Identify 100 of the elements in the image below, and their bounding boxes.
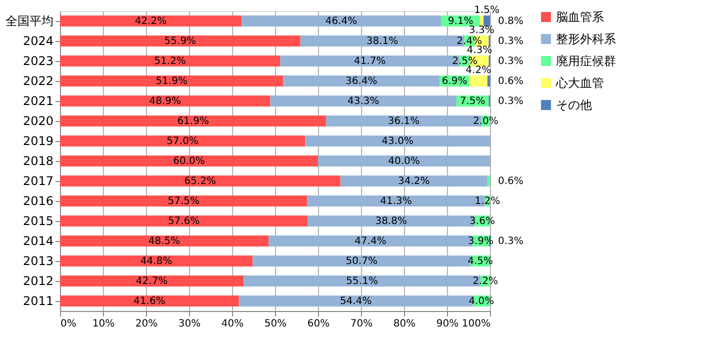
data-label: 2.5% xyxy=(452,56,478,67)
y-tick-label: 2017 xyxy=(22,174,54,188)
data-label: 0.3% xyxy=(498,236,524,247)
data-label: 41.6% xyxy=(134,296,166,307)
bar xyxy=(305,136,490,146)
data-label: 2.4% xyxy=(456,36,482,47)
x-tick-label: 80% xyxy=(393,318,416,330)
legend-label: 心大血管 xyxy=(555,76,604,90)
bar xyxy=(283,76,440,86)
data-label: 57.6% xyxy=(168,216,200,227)
bar xyxy=(318,156,490,166)
x-tick-label: 70% xyxy=(350,318,373,330)
y-tick-label: 2023 xyxy=(22,54,54,68)
bar xyxy=(60,236,269,246)
bar xyxy=(241,16,441,26)
y-tick-label: 全国平均 xyxy=(6,14,54,28)
x-tick-label: 10% xyxy=(92,318,115,330)
data-label: 55.1% xyxy=(346,276,378,287)
y-tick-label: 2022 xyxy=(22,74,54,88)
x-tick-label: 100% xyxy=(462,318,490,330)
data-label: 50.7% xyxy=(346,256,378,267)
legend-label: 脳血管系 xyxy=(556,10,604,24)
bar xyxy=(487,76,490,86)
y-tick-label: 2021 xyxy=(22,94,54,108)
data-label: 43.3% xyxy=(347,96,380,107)
data-label: 0.6% xyxy=(498,76,524,87)
y-tick-label: 2011 xyxy=(22,294,54,308)
bar xyxy=(60,136,306,146)
data-label: 57.5% xyxy=(168,196,200,207)
bar xyxy=(469,76,488,86)
data-label: 2.2% xyxy=(472,276,498,287)
data-label: 0.3% xyxy=(498,56,524,67)
data-label: 42.7% xyxy=(136,276,168,287)
data-label: 41.7% xyxy=(354,56,386,67)
x-tick-label: 40% xyxy=(221,318,244,330)
data-label: 41.3% xyxy=(380,196,412,207)
y-tick-label: 2024 xyxy=(22,34,54,48)
x-tick-label: 90% xyxy=(436,318,459,330)
x-tick-label: 30% xyxy=(178,318,201,330)
data-label: 38.1% xyxy=(366,36,398,47)
bar xyxy=(60,56,280,66)
bar xyxy=(60,176,340,186)
bar xyxy=(60,16,242,26)
y-tick-label: 2012 xyxy=(22,274,54,288)
data-label: 0.8% xyxy=(498,16,524,27)
bar xyxy=(60,276,244,286)
data-label: 6.9% xyxy=(442,76,468,87)
data-label: 54.4% xyxy=(340,296,372,307)
bar xyxy=(60,36,300,46)
bar xyxy=(60,96,270,106)
bar xyxy=(487,176,490,186)
data-label: 4.3% xyxy=(466,45,492,56)
data-label: 40.0% xyxy=(388,156,420,167)
data-label: 9.1% xyxy=(448,16,474,27)
data-label: 65.2% xyxy=(184,176,216,187)
y-tick-label: 2015 xyxy=(22,214,54,228)
legend-label: その他 xyxy=(556,98,592,112)
data-label: 1.2% xyxy=(474,196,500,207)
data-label: 48.9% xyxy=(149,96,182,107)
data-label: 51.9% xyxy=(156,76,188,87)
bar xyxy=(60,116,326,126)
bar xyxy=(60,76,284,86)
data-label: 36.4% xyxy=(346,76,378,87)
x-tick-label: 20% xyxy=(135,318,158,330)
y-tick-label: 2020 xyxy=(22,114,54,128)
legend-label: 整形外科系 xyxy=(556,32,616,46)
data-label: 51.2% xyxy=(154,56,186,67)
data-label: 48.5% xyxy=(148,236,180,247)
data-label: 0.3% xyxy=(498,36,524,47)
x-tick-label: 0% xyxy=(60,318,76,330)
y-tick-label: 2018 xyxy=(22,154,54,168)
data-label: 36.1% xyxy=(388,116,420,127)
data-label: 60.0% xyxy=(173,156,205,167)
data-label: 43.0% xyxy=(382,136,414,147)
x-tick-label: 50% xyxy=(264,318,287,330)
y-tick-label: 2019 xyxy=(22,134,54,148)
bar xyxy=(60,296,239,306)
data-label: 2.0% xyxy=(472,116,498,127)
data-label: 61.9% xyxy=(177,116,209,127)
data-label: 47.4% xyxy=(354,236,386,247)
bar xyxy=(60,156,318,166)
data-label: 34.2% xyxy=(398,176,430,187)
data-label: 42.2% xyxy=(134,16,167,27)
x-tick-label: 60% xyxy=(307,318,330,330)
y-tick-label: 2016 xyxy=(22,194,54,208)
bar xyxy=(60,256,253,266)
data-label: 38.8% xyxy=(375,216,407,227)
data-label: 55.9% xyxy=(164,36,196,47)
y-tick-label: 2014 xyxy=(22,234,54,248)
data-label: 4.2% xyxy=(466,65,492,76)
bar xyxy=(340,176,488,186)
data-label: 1.5% xyxy=(474,5,500,16)
data-label: 3.3% xyxy=(468,25,494,36)
y-tick-label: 2013 xyxy=(22,254,54,268)
data-label: 44.8% xyxy=(140,256,172,267)
data-label: 0.3% xyxy=(498,96,524,107)
data-label: 46.4% xyxy=(325,16,358,27)
data-label: 0.6% xyxy=(498,176,524,187)
data-label: 7.5% xyxy=(460,96,486,107)
bar xyxy=(484,16,490,26)
